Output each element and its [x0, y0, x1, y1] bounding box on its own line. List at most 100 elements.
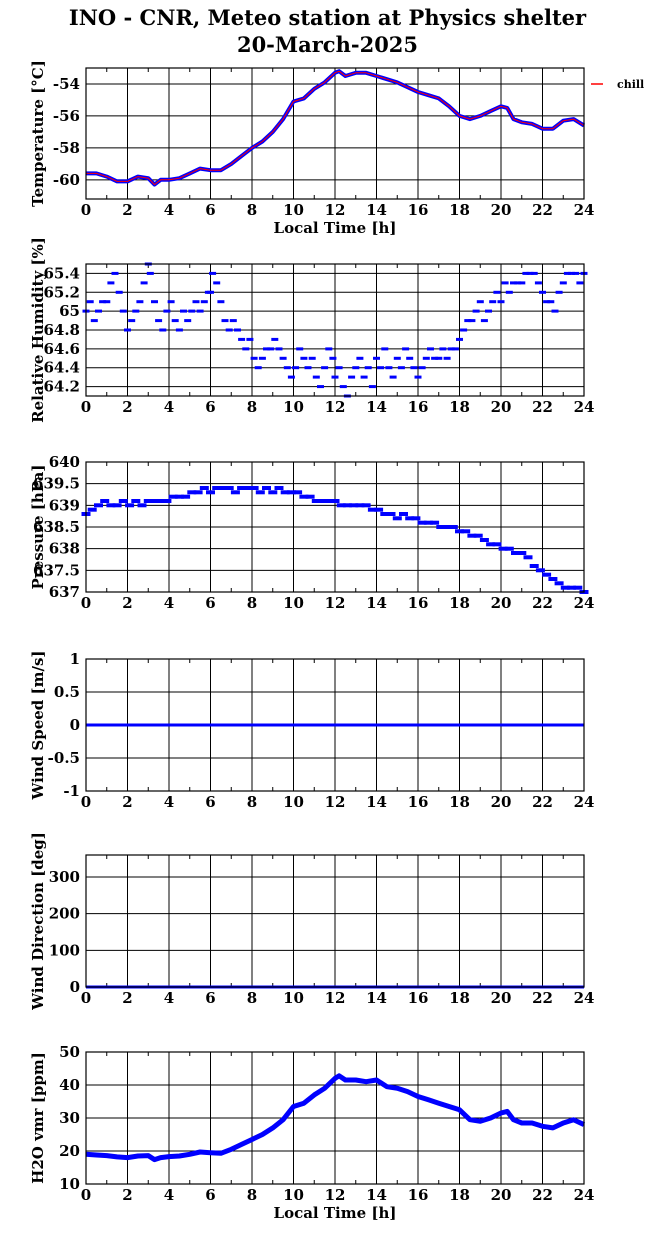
- data-point: [87, 507, 97, 512]
- data-point: [455, 529, 464, 534]
- x-tick-label: 24: [574, 594, 595, 612]
- data-point: [94, 503, 103, 508]
- x-tick-label: 14: [366, 201, 387, 219]
- data-point: [336, 503, 346, 508]
- data-point: [380, 512, 390, 516]
- data-point: [86, 300, 94, 304]
- data-point: [510, 281, 517, 285]
- y-tick-label: 637.5: [33, 561, 80, 579]
- data-point: [229, 319, 237, 323]
- data-point: [492, 542, 502, 547]
- data-point: [435, 356, 443, 360]
- data-point: [274, 486, 284, 490]
- data-point: [534, 281, 542, 285]
- data-point: [349, 503, 359, 508]
- data-point: [381, 347, 389, 351]
- data-point: [250, 356, 258, 360]
- data-point: [112, 503, 122, 508]
- data-point: [451, 347, 459, 351]
- data-point: [460, 328, 468, 332]
- data-point: [472, 309, 480, 313]
- data-point: [293, 490, 303, 495]
- data-point: [286, 490, 296, 495]
- data-point: [397, 366, 405, 370]
- x-tick-label: 2: [122, 398, 132, 416]
- data-point: [498, 546, 508, 551]
- data-point: [567, 585, 576, 590]
- x-tick-label: 22: [532, 1186, 553, 1204]
- data-point: [317, 385, 324, 389]
- x-tick-label: 24: [574, 1186, 595, 1204]
- x-tick-label: 16: [408, 793, 429, 811]
- data-point: [551, 309, 559, 313]
- data-point: [442, 525, 452, 529]
- data-point: [124, 328, 131, 332]
- data-point: [406, 356, 414, 360]
- data-point: [304, 366, 312, 370]
- y-tick-label: 100: [49, 941, 80, 959]
- data-point: [249, 486, 259, 490]
- data-point: [283, 366, 291, 370]
- data-point: [443, 356, 451, 360]
- data-point: [213, 281, 221, 285]
- data-point: [238, 337, 246, 341]
- legend-label: chill: [617, 78, 644, 91]
- data-point: [576, 281, 584, 285]
- x-tick-label: 8: [247, 594, 257, 612]
- data-point: [504, 546, 514, 551]
- data-point: [312, 375, 320, 379]
- data-point: [95, 309, 102, 313]
- data-point: [479, 538, 489, 542]
- y-tick-label: 0: [70, 978, 80, 996]
- data-point: [106, 503, 116, 508]
- x-tick-label: 4: [164, 398, 174, 416]
- x-tick-label: 20: [491, 1186, 512, 1204]
- x-tick-label: 10: [283, 989, 304, 1007]
- data-point: [308, 356, 316, 360]
- data-point: [107, 281, 115, 285]
- data-point: [100, 499, 110, 503]
- x-tick-label: 4: [164, 594, 174, 612]
- data-point: [430, 520, 440, 525]
- data-point: [405, 516, 415, 521]
- data-point: [535, 568, 545, 573]
- y-tick-label: 30: [59, 1109, 80, 1127]
- data-point: [321, 366, 329, 370]
- data-point: [136, 300, 144, 304]
- x-tick-label: 14: [366, 1186, 387, 1204]
- y-tick-label: 64.8: [43, 321, 80, 339]
- data-point: [234, 328, 241, 332]
- data-point: [560, 585, 570, 590]
- x-tick-label: 20: [491, 594, 512, 612]
- data-point: [325, 347, 333, 351]
- data-point: [418, 366, 426, 370]
- data-point: [497, 300, 505, 304]
- y-tick-label: 637: [49, 583, 80, 601]
- x-tick-label: 6: [205, 594, 215, 612]
- plot-frame: [85, 1051, 585, 1185]
- x-tick-label: 20: [491, 793, 512, 811]
- data-point: [480, 319, 488, 323]
- plot-frame: [85, 461, 585, 593]
- x-tick-label: 8: [247, 1186, 257, 1204]
- data-point: [230, 490, 240, 495]
- x-tick-label: 2: [122, 1186, 132, 1204]
- data-point: [559, 281, 567, 285]
- x-tick-label: 20: [491, 989, 512, 1007]
- y-tick-label: 64.2: [43, 378, 80, 396]
- data-point: [156, 499, 166, 503]
- x-tick-label: 16: [408, 1186, 429, 1204]
- data-point: [485, 309, 492, 313]
- data-point: [542, 572, 552, 577]
- x-tick-label: 4: [164, 989, 174, 1007]
- y-tick-label: 65.4: [43, 264, 80, 282]
- x-tick-label: 0: [81, 594, 91, 612]
- data-point: [258, 356, 266, 360]
- data-point: [287, 375, 295, 379]
- data-point: [143, 499, 153, 503]
- data-point: [140, 281, 148, 285]
- data-point: [522, 271, 530, 275]
- y-axis-label: Pressure [hPa]: [29, 465, 47, 590]
